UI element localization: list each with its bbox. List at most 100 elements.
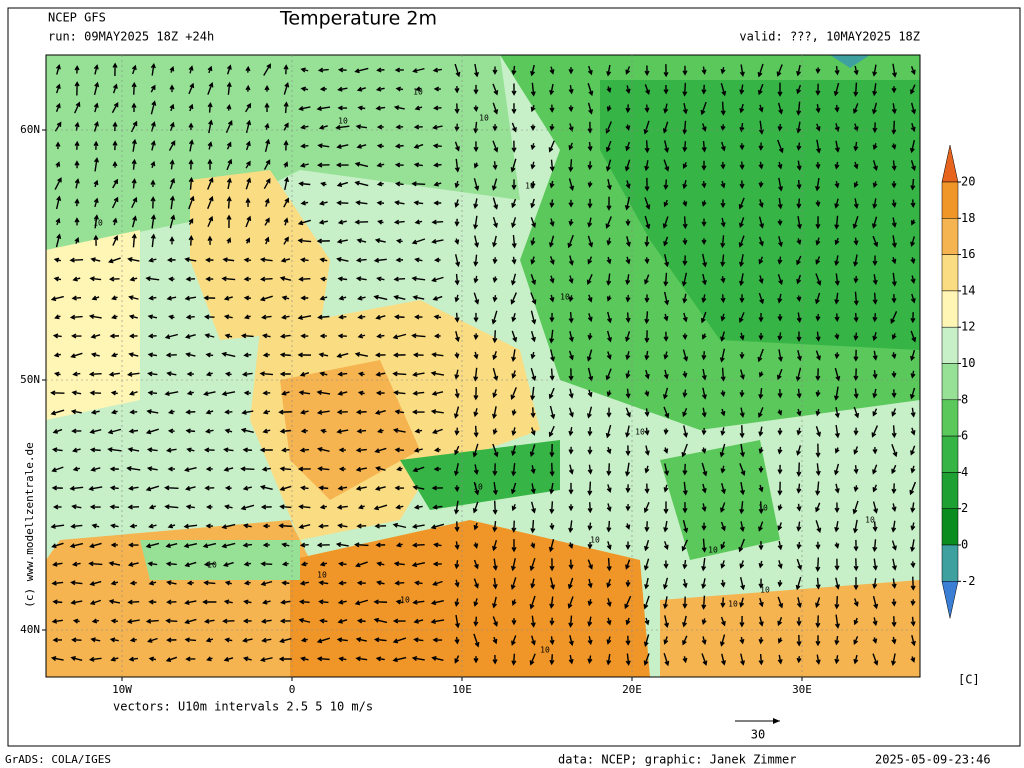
wind-arrow xyxy=(663,560,669,570)
wind-arrow xyxy=(511,217,517,229)
wind-arrow xyxy=(625,370,631,379)
wind-arrow xyxy=(131,64,137,75)
wind-arrow xyxy=(88,486,103,492)
wind-arrow xyxy=(412,352,424,358)
wind-arrow xyxy=(185,276,196,282)
wind-arrow xyxy=(433,466,441,472)
wind-arrow xyxy=(203,447,215,453)
vector-scale: 30 xyxy=(751,728,765,742)
wind-arrow xyxy=(377,219,384,225)
east-cold xyxy=(600,80,920,350)
wind-arrow xyxy=(568,427,574,437)
wind-arrow xyxy=(374,485,386,491)
wind-arrow xyxy=(682,371,688,379)
wind-arrow xyxy=(758,161,764,170)
wind-arrow xyxy=(530,124,536,131)
wind-arrow xyxy=(110,618,118,624)
vector-scale-head xyxy=(773,718,780,724)
wind-arrow xyxy=(568,446,574,455)
wind-arrow xyxy=(511,653,517,666)
wind-arrow xyxy=(74,217,80,226)
wind-arrow xyxy=(910,407,916,418)
wind-arrow xyxy=(264,102,270,113)
wind-arrow xyxy=(300,67,309,73)
wind-arrow xyxy=(663,406,670,419)
wind-arrow xyxy=(872,255,878,267)
wind-arrow xyxy=(148,295,157,301)
wind-arrow xyxy=(300,295,309,301)
wind-arrow xyxy=(796,160,802,171)
wind-arrow xyxy=(492,521,498,533)
wind-arrow xyxy=(242,637,253,643)
wind-arrow xyxy=(374,637,387,643)
wind-arrow xyxy=(186,447,195,453)
wind-arrow xyxy=(511,427,517,436)
wind-arrow xyxy=(473,141,479,153)
wind-arrow xyxy=(643,634,650,647)
wind-arrow xyxy=(587,427,593,437)
wind-arrow xyxy=(337,371,348,377)
wind-arrow xyxy=(392,371,407,377)
wind-arrow xyxy=(395,599,404,605)
wind-arrow xyxy=(164,391,179,397)
colorbar-label: 12 xyxy=(961,320,975,334)
colorbar-box xyxy=(941,254,959,292)
wind-arrow xyxy=(910,84,916,95)
wind-arrow xyxy=(909,387,916,400)
wind-arrow xyxy=(853,654,859,665)
wind-arrow xyxy=(318,523,329,529)
wind-arrow xyxy=(549,501,555,515)
wind-arrow xyxy=(431,390,444,396)
wind-arrow xyxy=(147,561,158,567)
wind-arrow xyxy=(492,235,497,248)
wind-arrow xyxy=(492,257,498,265)
wind-arrow xyxy=(319,200,328,206)
wind-arrow xyxy=(587,464,593,475)
wind-arrow xyxy=(492,161,498,171)
wind-arrow xyxy=(644,197,651,210)
wind-arrow xyxy=(511,234,517,249)
wind-arrow xyxy=(74,178,80,189)
wind-arrow xyxy=(53,257,62,263)
wind-arrow xyxy=(188,122,194,131)
wind-arrow xyxy=(222,561,234,567)
wind-arrow xyxy=(473,464,479,476)
wind-arrow xyxy=(393,390,406,396)
wind-arrow xyxy=(184,257,197,263)
wind-arrow xyxy=(221,523,236,530)
wind-arrow xyxy=(701,333,707,340)
wind-arrow xyxy=(299,447,310,453)
wind-arrow xyxy=(587,198,593,209)
wind-arrow xyxy=(281,295,290,301)
wind-arrow xyxy=(739,352,745,360)
wind-arrow xyxy=(355,656,368,662)
wind-arrow xyxy=(316,390,331,396)
wind-arrow xyxy=(568,159,574,173)
wind-arrow xyxy=(644,445,650,456)
wind-arrow xyxy=(739,180,745,190)
wind-arrow xyxy=(871,425,879,438)
wind-arrow xyxy=(777,102,784,115)
wind-arrow xyxy=(281,447,290,453)
wind-arrow xyxy=(625,66,631,75)
wind-arrow xyxy=(376,124,384,130)
wind-arrow xyxy=(758,597,764,608)
wind-arrow xyxy=(55,217,61,226)
wind-arrow xyxy=(127,504,140,510)
wind-arrow xyxy=(758,466,764,474)
wind-arrow xyxy=(109,333,120,339)
wind-arrow xyxy=(394,181,404,187)
wind-arrow xyxy=(129,276,138,282)
wind-arrow xyxy=(777,82,783,97)
wind-arrow xyxy=(150,233,156,248)
wind-arrow xyxy=(853,332,859,341)
wind-arrow xyxy=(853,312,859,323)
wind-arrow xyxy=(530,635,536,646)
wind-arrow xyxy=(128,333,138,339)
wind-arrow xyxy=(183,523,198,529)
wind-arrow xyxy=(682,615,688,628)
colorbar-unit: [C] xyxy=(958,673,980,687)
wind-arrow xyxy=(166,257,176,263)
wind-arrow xyxy=(473,275,479,284)
wind-arrow xyxy=(89,580,102,587)
